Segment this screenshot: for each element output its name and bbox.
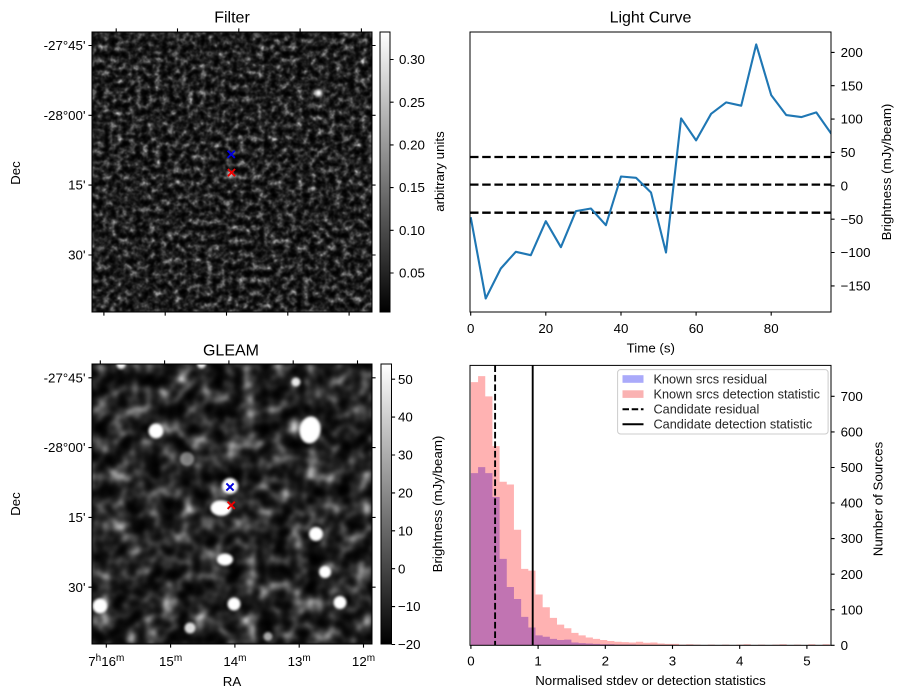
svg-text:Candidate residual: Candidate residual [654, 403, 760, 417]
svg-text:-28°00': -28°00' [44, 108, 86, 123]
svg-text:0.05: 0.05 [399, 266, 425, 281]
svg-text:−10: −10 [398, 599, 421, 614]
svg-text:Time (s): Time (s) [627, 341, 675, 356]
svg-text:Known srcs residual: Known srcs residual [654, 372, 768, 386]
svg-text:600: 600 [841, 425, 863, 440]
svg-text:80: 80 [764, 321, 779, 336]
svg-text:-28°00': -28°00' [44, 440, 86, 455]
svg-text:arbitrary units: arbitrary units [432, 131, 447, 212]
svg-text:15': 15' [68, 510, 85, 525]
svg-text:50: 50 [841, 145, 856, 160]
svg-text:700: 700 [841, 389, 863, 404]
svg-text:30: 30 [398, 448, 413, 463]
svg-text:Brightness (mJy/beam): Brightness (mJy/beam) [430, 436, 445, 573]
svg-text:-27°45': -27°45' [44, 370, 86, 385]
svg-text:10: 10 [398, 523, 413, 538]
svg-text:Number of Sources: Number of Sources [871, 441, 886, 556]
svg-text:200: 200 [841, 567, 863, 582]
svg-text:50: 50 [398, 372, 413, 387]
svg-text:2: 2 [602, 654, 609, 669]
svg-text:0.15: 0.15 [399, 180, 425, 195]
svg-text:Dec: Dec [8, 161, 23, 185]
svg-text:0: 0 [467, 321, 474, 336]
svg-text:15': 15' [68, 178, 85, 193]
svg-text:-27°45': -27°45' [44, 38, 86, 53]
svg-text:0: 0 [841, 638, 848, 653]
svg-text:40: 40 [398, 410, 413, 425]
svg-text:200: 200 [841, 45, 863, 60]
svg-text:3: 3 [669, 654, 676, 669]
svg-text:400: 400 [841, 496, 863, 511]
svg-text:60: 60 [689, 321, 704, 336]
svg-text:20: 20 [538, 321, 553, 336]
svg-text:300: 300 [841, 531, 863, 546]
svg-text:0: 0 [398, 561, 405, 576]
svg-text:Light Curve: Light Curve [610, 10, 692, 27]
svg-text:0.25: 0.25 [399, 95, 425, 110]
svg-text:30': 30' [68, 248, 85, 263]
svg-text:100: 100 [841, 112, 863, 127]
svg-text:RA: RA [223, 674, 242, 689]
svg-text:0.30: 0.30 [399, 52, 425, 67]
svg-text:Normalised stdev or detection: Normalised stdev or detection statistics [535, 673, 766, 688]
svg-text:5: 5 [803, 654, 810, 669]
svg-text:0: 0 [467, 654, 474, 669]
svg-text:0.20: 0.20 [399, 138, 425, 153]
svg-text:Candidate detection statistic: Candidate detection statistic [654, 418, 813, 432]
svg-text:0.10: 0.10 [399, 223, 425, 238]
svg-text:4: 4 [736, 654, 743, 669]
svg-text:150: 150 [841, 78, 863, 93]
svg-text:−20: −20 [398, 637, 421, 652]
svg-text:30': 30' [68, 580, 85, 595]
svg-text:40: 40 [614, 321, 629, 336]
svg-text:Filter: Filter [214, 10, 250, 27]
svg-text:−100: −100 [841, 245, 871, 260]
svg-text:100: 100 [841, 602, 863, 617]
svg-text:Dec: Dec [8, 492, 23, 516]
svg-text:20: 20 [398, 486, 413, 501]
svg-text:500: 500 [841, 460, 863, 475]
svg-text:−150: −150 [841, 279, 871, 294]
svg-text:0: 0 [841, 178, 848, 193]
svg-text:Brightness (mJy/beam): Brightness (mJy/beam) [879, 104, 894, 241]
svg-text:GLEAM: GLEAM [203, 343, 259, 360]
svg-text:Known srcs detection statistic: Known srcs detection statistic [654, 388, 821, 402]
svg-text:1: 1 [534, 654, 541, 669]
svg-text:−50: −50 [841, 212, 864, 227]
